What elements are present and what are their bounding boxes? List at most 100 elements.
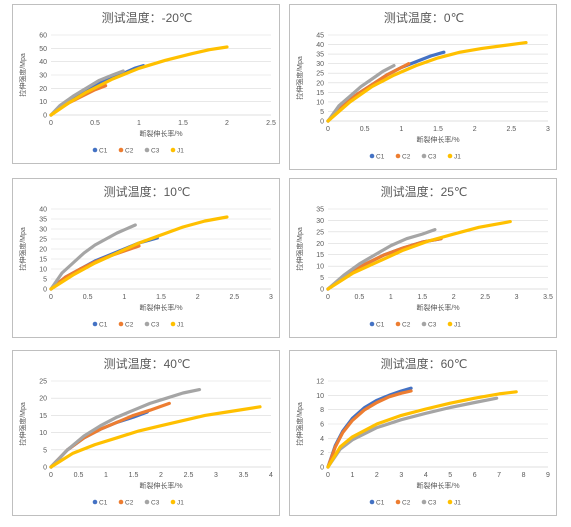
series-line-J1: [326, 220, 512, 291]
y-tick-label: 0: [320, 287, 324, 294]
y-axis-label: 拉伸强度/Mpa: [18, 53, 27, 97]
series-line-C2: [326, 62, 411, 123]
chart-svg: 测试温度：25℃ 0 5 10 15 20 25 30 35 0 0.5 1 1.5 2 2.5 3 3.5 拉伸…: [295, 184, 553, 329]
x-tick-label: 0.5: [83, 294, 93, 301]
chart-title: 测试温度：10℃: [104, 184, 191, 199]
legend-label-C3: C3: [428, 322, 437, 329]
x-tick-label: 2: [473, 126, 477, 133]
y-tick-label: 20: [316, 241, 324, 248]
x-tick-label: 3: [269, 294, 273, 301]
legend-label-C2: C2: [125, 500, 134, 507]
series-line-C3: [49, 223, 137, 291]
y-tick-label: 2: [320, 450, 324, 457]
x-tick-label: 0: [49, 120, 53, 127]
y-tick-label: 25: [316, 229, 324, 236]
chart-svg: 测试温度：40℃ 0 5 10 15 20 25 0 0.5 1 1.5 2 2.5 3 3.5 4 拉伸强度/…: [18, 356, 273, 507]
legend-label-C3: C3: [151, 322, 160, 329]
x-tick-label: 1: [389, 294, 393, 301]
chart-title: 测试温度：40℃: [104, 356, 191, 371]
x-tick-label: 1: [122, 294, 126, 301]
y-axis-label: 拉伸强度/Mpa: [295, 227, 304, 271]
x-tick-label: 1.5: [433, 126, 443, 133]
legend-marker-C1: [369, 321, 375, 327]
legend-marker-C2: [395, 321, 401, 327]
x-tick-label: 7: [497, 472, 501, 479]
legend-marker-C1: [92, 321, 98, 327]
chart-panel-6: 测试温度：60℃ 0 2 4 6 8 10 12 0 1 2 3 4 5 6 7 8 9 拉伸强度/Mpa 断裂伸长率…: [289, 350, 557, 516]
x-tick-label: 2: [196, 294, 200, 301]
x-tick-label: 3: [399, 472, 403, 479]
legend-label-C1: C1: [376, 154, 385, 161]
y-tick-label: 25: [39, 237, 47, 244]
y-tick-label: 10: [39, 430, 47, 437]
x-tick-label: 0.5: [355, 294, 365, 301]
x-tick-label: 1.5: [178, 120, 188, 127]
y-tick-label: 35: [316, 52, 324, 59]
legend-label-C3: C3: [428, 500, 437, 507]
series-line-C2: [326, 389, 413, 469]
legend-label-C1: C1: [376, 322, 385, 329]
legend-label-J1: J1: [454, 500, 461, 507]
series-line-J1: [49, 215, 229, 291]
legend-marker-C3: [421, 153, 427, 159]
legend-marker-J1: [447, 499, 453, 505]
x-axis-label: 断裂伸长率/%: [416, 303, 459, 312]
y-axis-label: 拉伸强度/Mpa: [18, 227, 27, 271]
x-tick-label: 1.5: [417, 294, 427, 301]
chart-svg: 测试温度：-20℃ 0 10 20 30 40 50 60 0 0.5 1 1.5 2 2.5 拉伸强度/M…: [18, 10, 276, 155]
y-tick-label: 30: [316, 218, 324, 225]
y-tick-label: 5: [320, 109, 324, 116]
legend-marker-C2: [118, 147, 124, 153]
x-axis-label: 断裂伸长率/%: [139, 303, 182, 312]
legend-marker-J1: [170, 321, 176, 327]
x-tick-label: 3: [515, 294, 519, 301]
legend-marker-C3: [144, 147, 150, 153]
legend-label-J1: J1: [177, 500, 184, 507]
y-tick-label: 10: [316, 264, 324, 271]
chart-title: 测试温度：25℃: [381, 184, 468, 199]
series-line-C2: [326, 237, 443, 291]
x-tick-label: 0: [326, 294, 330, 301]
y-tick-label: 20: [39, 396, 47, 403]
legend-marker-C1: [92, 147, 98, 153]
series-line-C1: [49, 236, 159, 291]
legend-label-C3: C3: [428, 154, 437, 161]
x-tick-label: 0: [326, 126, 330, 133]
legend-label-C2: C2: [402, 322, 411, 329]
y-axis-label: 拉伸强度/Mpa: [295, 56, 304, 100]
legend-label-C2: C2: [125, 148, 134, 155]
x-tick-label: 8: [522, 472, 526, 479]
legend-label-C2: C2: [402, 154, 411, 161]
legend-marker-C3: [421, 321, 427, 327]
legend-marker-C2: [395, 153, 401, 159]
chart-svg: 测试温度：0℃ 0 5 10 15 20 25 30 35 40 45 0 0.5 1 1.5 2 2.5 3 拉伸…: [295, 10, 550, 161]
legend-marker-J1: [447, 153, 453, 159]
y-tick-label: 15: [39, 257, 47, 264]
series-line-C3: [49, 69, 125, 117]
series-line-C3: [326, 396, 499, 469]
series-line-J1: [326, 390, 518, 469]
x-tick-label: 2: [375, 472, 379, 479]
x-tick-label: 3.5: [543, 294, 553, 301]
series-line-J1: [49, 45, 229, 117]
y-tick-label: 15: [316, 90, 324, 97]
legend-marker-J1: [170, 147, 176, 153]
legend-marker-C1: [369, 153, 375, 159]
y-tick-label: 30: [39, 73, 47, 80]
x-tick-label: 2: [452, 294, 456, 301]
y-tick-label: 40: [316, 42, 324, 49]
x-axis-label: 断裂伸长率/%: [139, 129, 182, 138]
x-tick-label: 0: [49, 294, 53, 301]
legend-label-J1: J1: [454, 154, 461, 161]
chart-panel-2: 测试温度：0℃ 0 5 10 15 20 25 30 35 40 45 0 0.5 1 1.5 2 2.5 3 拉伸…: [289, 4, 557, 170]
chart-title: 测试温度：0℃: [384, 10, 464, 25]
legend-label-C1: C1: [99, 322, 108, 329]
series-line-C2: [49, 244, 141, 291]
x-tick-label: 5: [448, 472, 452, 479]
y-tick-label: 35: [39, 217, 47, 224]
y-tick-label: 10: [316, 99, 324, 106]
legend-label-C2: C2: [125, 322, 134, 329]
x-tick-label: 1: [399, 126, 403, 133]
legend-marker-C2: [395, 499, 401, 505]
